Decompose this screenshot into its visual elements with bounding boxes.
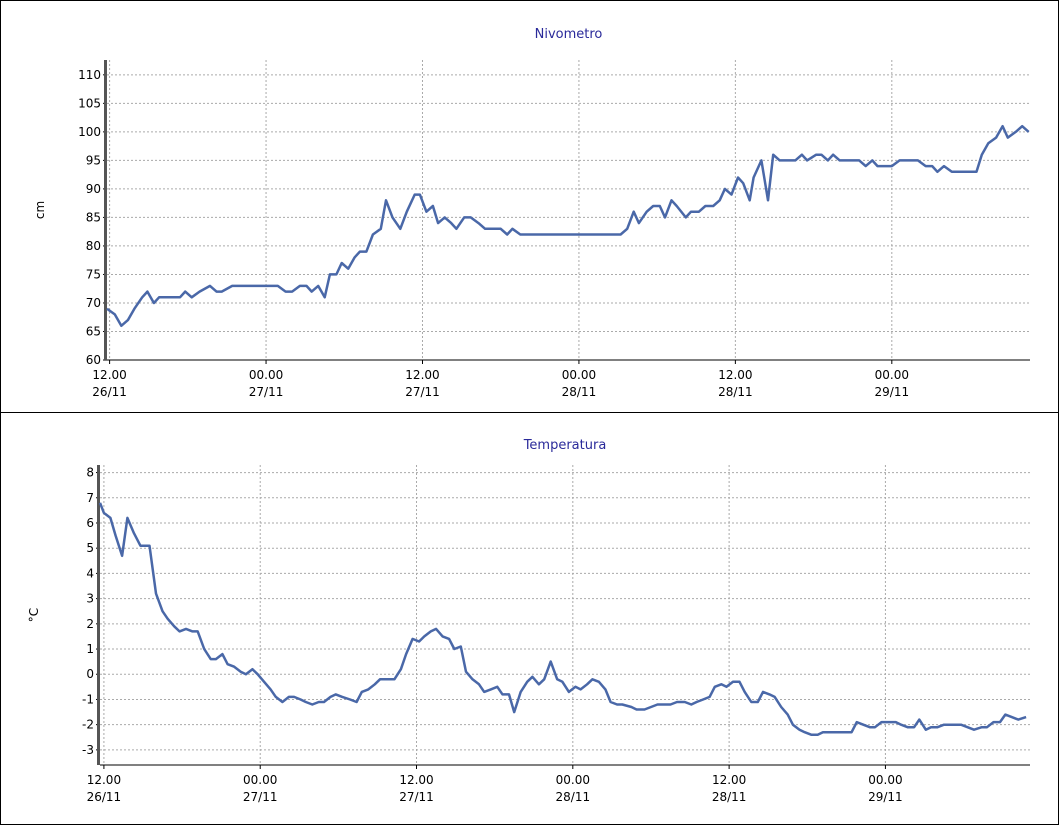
y-axis xyxy=(97,465,100,765)
x-tick-label: 12.00 xyxy=(92,368,126,382)
chart-title: Temperatura xyxy=(523,438,607,453)
x-tick-label: 12.00 xyxy=(718,368,752,382)
y-tick-label: 80 xyxy=(86,239,101,253)
data-line xyxy=(106,124,1030,328)
x-tick-label: 29/11 xyxy=(875,385,910,399)
y-tick-label: 1 xyxy=(86,642,94,656)
x-tick-label: 28/11 xyxy=(562,385,597,399)
panel-frame xyxy=(0,412,1059,825)
y-tick-label: 7 xyxy=(86,491,94,505)
panel-frame xyxy=(0,0,1059,413)
y-tick-label: 75 xyxy=(86,267,101,281)
y-tick-label: 4 xyxy=(86,566,94,580)
chart-title: Nivometro xyxy=(535,27,603,42)
y-tick-label: -1 xyxy=(82,692,94,706)
x-tick-label: 00.00 xyxy=(868,773,902,787)
y-tick-label: 100 xyxy=(78,125,101,139)
y-tick-label: 2 xyxy=(86,617,94,631)
x-tick-label: 26/11 xyxy=(92,385,127,399)
data-line xyxy=(98,502,1027,736)
x-tick-label: 26/11 xyxy=(87,790,122,804)
x-tick-label: 00.00 xyxy=(243,773,277,787)
x-tick-label: 28/11 xyxy=(718,385,753,399)
y-tick-label: 65 xyxy=(86,324,101,338)
x-tick-label: 27/11 xyxy=(399,790,434,804)
x-tick-label: 00.00 xyxy=(562,368,596,382)
x-tick-label: 27/11 xyxy=(243,790,278,804)
y-tick-label: 60 xyxy=(86,353,101,367)
x-tick-label: 12.00 xyxy=(399,773,433,787)
x-tick-label: 28/11 xyxy=(556,790,591,804)
y-tick-label: 85 xyxy=(86,210,101,224)
y-tick-label: 0 xyxy=(86,667,94,681)
y-tick-label: 6 xyxy=(86,516,94,530)
y-tick-label: 110 xyxy=(78,68,101,82)
x-tick-label: 12.00 xyxy=(712,773,746,787)
y-tick-label: -2 xyxy=(82,718,94,732)
y-axis-label: cm xyxy=(33,201,47,219)
y-tick-label: 95 xyxy=(86,153,101,167)
x-tick-label: 12.00 xyxy=(87,773,121,787)
y-tick-label: 8 xyxy=(86,466,94,480)
y-tick-label: 105 xyxy=(78,96,101,110)
y-axis xyxy=(104,60,107,360)
x-tick-label: 27/11 xyxy=(249,385,284,399)
x-tick-label: 28/11 xyxy=(712,790,747,804)
y-axis-label: °C xyxy=(27,608,41,622)
y-tick-label: -3 xyxy=(82,743,94,757)
y-tick-label: 3 xyxy=(86,592,94,606)
x-tick-label: 29/11 xyxy=(868,790,903,804)
y-tick-label: 90 xyxy=(86,182,101,196)
x-tick-label: 12.00 xyxy=(405,368,439,382)
x-tick-label: 27/11 xyxy=(405,385,440,399)
y-tick-label: 70 xyxy=(86,296,101,310)
x-tick-label: 00.00 xyxy=(875,368,909,382)
y-tick-label: 5 xyxy=(86,541,94,555)
x-tick-label: 00.00 xyxy=(556,773,590,787)
x-tick-label: 00.00 xyxy=(249,368,283,382)
